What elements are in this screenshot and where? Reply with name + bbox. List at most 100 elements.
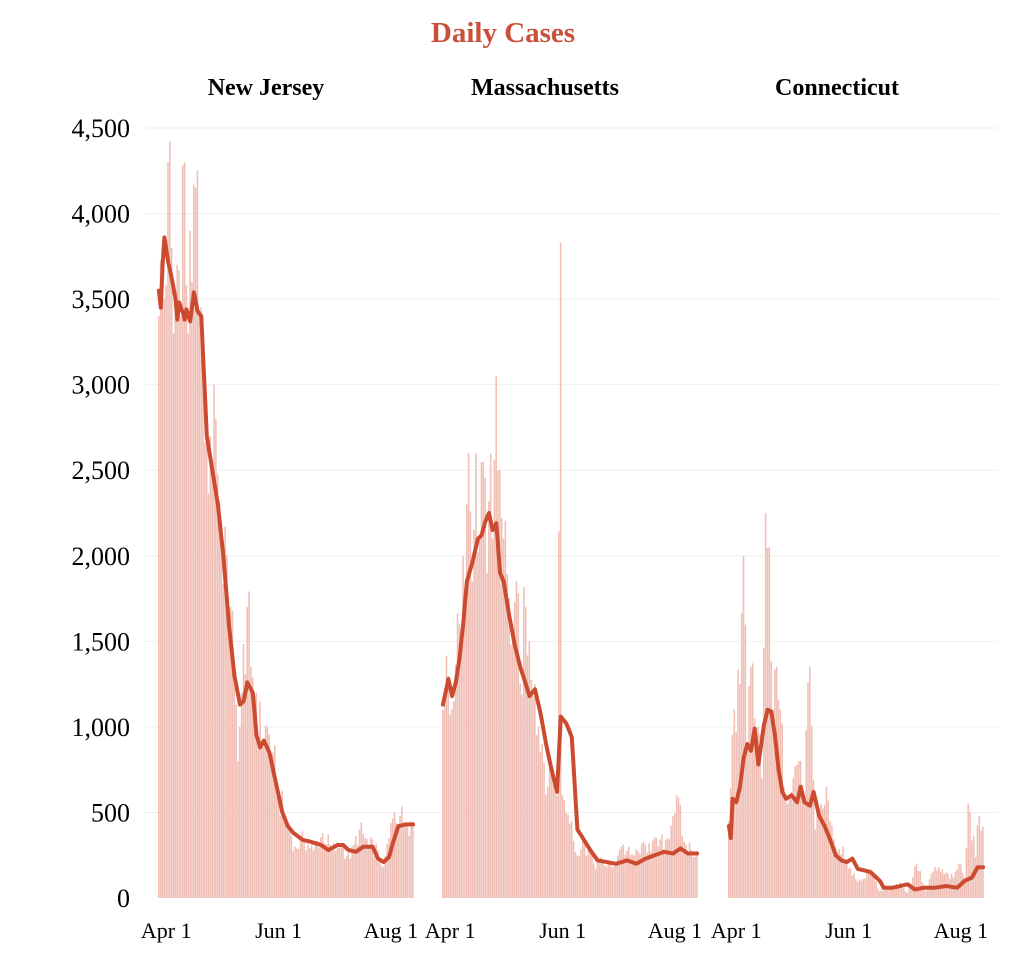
daily-bar: [235, 704, 237, 898]
daily-bar: [831, 825, 833, 898]
daily-bar: [510, 644, 512, 898]
daily-bar: [262, 747, 265, 898]
daily-bar: [380, 866, 383, 898]
daily-bar: [849, 867, 852, 898]
daily-bar: [842, 846, 844, 898]
daily-bar: [775, 667, 778, 898]
daily-bar: [576, 855, 579, 898]
daily-bar: [644, 844, 647, 898]
daily-bar: [982, 826, 984, 898]
daily-bar: [460, 631, 462, 898]
x-tick-label: Apr 1: [425, 918, 476, 943]
y-tick-label: 2,000: [72, 542, 131, 571]
daily-bar: [257, 738, 260, 898]
daily-bar: [305, 850, 307, 898]
daily-bar: [633, 855, 636, 898]
panel-title-massachusetts: Massachusetts: [471, 75, 619, 101]
daily-bar: [167, 162, 169, 898]
daily-bar: [961, 872, 964, 898]
daily-bar: [371, 839, 374, 898]
daily-bar: [288, 829, 291, 898]
daily-bar: [248, 591, 250, 898]
daily-bar: [351, 846, 353, 898]
daily-bar: [653, 837, 656, 898]
daily-bar: [847, 868, 850, 898]
daily-bar: [635, 848, 637, 898]
daily-bar: [530, 679, 532, 898]
daily-bar: [404, 826, 407, 898]
daily-bar: [609, 861, 612, 898]
daily-bar: [240, 692, 243, 898]
daily-bar: [888, 887, 890, 898]
daily-bar: [967, 803, 969, 898]
daily-bar: [792, 778, 795, 898]
daily-bar: [639, 853, 641, 898]
daily-bar: [158, 316, 160, 898]
daily-bar: [318, 847, 320, 898]
daily-bar: [774, 669, 776, 898]
daily-bar: [864, 878, 866, 898]
daily-bar: [570, 821, 573, 898]
daily-bar: [528, 641, 531, 898]
daily-bar: [412, 822, 414, 898]
daily-bar: [469, 511, 472, 898]
daily-bar: [827, 800, 830, 898]
y-axis: 0 500 1,000 1,500 2,000 2,500 3,000 3,500 4,000 4…: [72, 114, 131, 913]
daily-bar: [233, 667, 236, 898]
daily-bar: [607, 863, 610, 898]
daily-bar: [978, 815, 981, 898]
daily-bar: [624, 855, 626, 898]
daily-bar: [395, 822, 398, 898]
daily-bar: [969, 812, 971, 898]
daily-bar: [646, 852, 648, 898]
daily-bar: [336, 841, 339, 898]
daily-bar: [367, 844, 370, 898]
daily-bar: [209, 436, 212, 898]
daily-bar: [956, 869, 958, 898]
daily-bar: [670, 825, 672, 898]
daily-bar: [650, 851, 652, 898]
daily-bar: [897, 884, 900, 898]
daily-bar: [761, 778, 763, 898]
daily-bar: [312, 850, 315, 898]
daily-bar: [464, 589, 466, 898]
daily-bar: [902, 888, 905, 898]
daily-bar: [809, 667, 811, 898]
daily-bar: [358, 829, 361, 898]
daily-bar: [746, 744, 748, 898]
daily-bar: [581, 840, 584, 898]
daily-bar: [307, 843, 309, 898]
daily-bar: [869, 868, 872, 898]
daily-bar: [657, 846, 660, 898]
daily-bar: [937, 867, 940, 898]
daily-bar: [893, 886, 896, 898]
daily-bar: [642, 841, 645, 898]
daily-bar: [261, 744, 263, 898]
daily-bar: [567, 814, 569, 898]
daily-bar: [163, 299, 166, 899]
panel-title-connecticut: Connecticut: [775, 75, 899, 101]
daily-bar: [373, 856, 376, 898]
daily-bar: [696, 850, 698, 898]
daily-bar: [338, 848, 341, 898]
daily-bar: [807, 682, 809, 898]
daily-bar: [578, 855, 580, 898]
daily-bar: [583, 843, 586, 898]
daily-bar: [286, 821, 289, 898]
daily-bar: [176, 264, 178, 898]
daily-bar: [880, 889, 883, 898]
daily-bar: [750, 667, 752, 898]
daily-bar: [796, 764, 798, 898]
daily-bar: [737, 669, 739, 898]
y-tick-label: 4,500: [72, 114, 131, 143]
daily-bar: [683, 841, 685, 898]
daily-bar: [626, 850, 628, 898]
daily-bar: [836, 851, 839, 898]
daily-bar: [781, 723, 783, 898]
daily-bar: [637, 851, 639, 898]
daily-bar: [759, 734, 761, 898]
daily-bar: [180, 316, 182, 898]
daily-bar: [174, 294, 177, 898]
daily-bar: [187, 333, 190, 898]
daily-bar: [596, 862, 599, 898]
